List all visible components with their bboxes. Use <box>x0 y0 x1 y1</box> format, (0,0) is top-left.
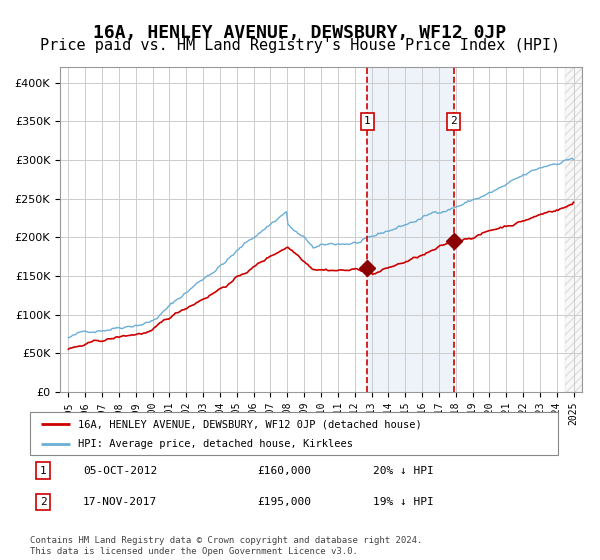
Text: 19% ↓ HPI: 19% ↓ HPI <box>373 497 434 507</box>
Text: 1: 1 <box>364 116 371 127</box>
Text: 2: 2 <box>40 497 47 507</box>
FancyBboxPatch shape <box>30 412 558 455</box>
Text: 1: 1 <box>40 466 47 476</box>
Text: 16A, HENLEY AVENUE, DEWSBURY, WF12 0JP (detached house): 16A, HENLEY AVENUE, DEWSBURY, WF12 0JP (… <box>77 419 421 429</box>
Text: 17-NOV-2017: 17-NOV-2017 <box>83 497 157 507</box>
Text: 2: 2 <box>451 116 457 127</box>
Text: 16A, HENLEY AVENUE, DEWSBURY, WF12 0JP: 16A, HENLEY AVENUE, DEWSBURY, WF12 0JP <box>94 24 506 42</box>
Text: HPI: Average price, detached house, Kirklees: HPI: Average price, detached house, Kirk… <box>77 439 353 449</box>
Bar <box>565 67 582 392</box>
Bar <box>367 67 454 392</box>
Text: £195,000: £195,000 <box>257 497 311 507</box>
Text: 05-OCT-2012: 05-OCT-2012 <box>83 466 157 476</box>
Text: Price paid vs. HM Land Registry's House Price Index (HPI): Price paid vs. HM Land Registry's House … <box>40 38 560 53</box>
Text: £160,000: £160,000 <box>257 466 311 476</box>
Text: 20% ↓ HPI: 20% ↓ HPI <box>373 466 434 476</box>
Text: Contains HM Land Registry data © Crown copyright and database right 2024.
This d: Contains HM Land Registry data © Crown c… <box>30 536 422 556</box>
